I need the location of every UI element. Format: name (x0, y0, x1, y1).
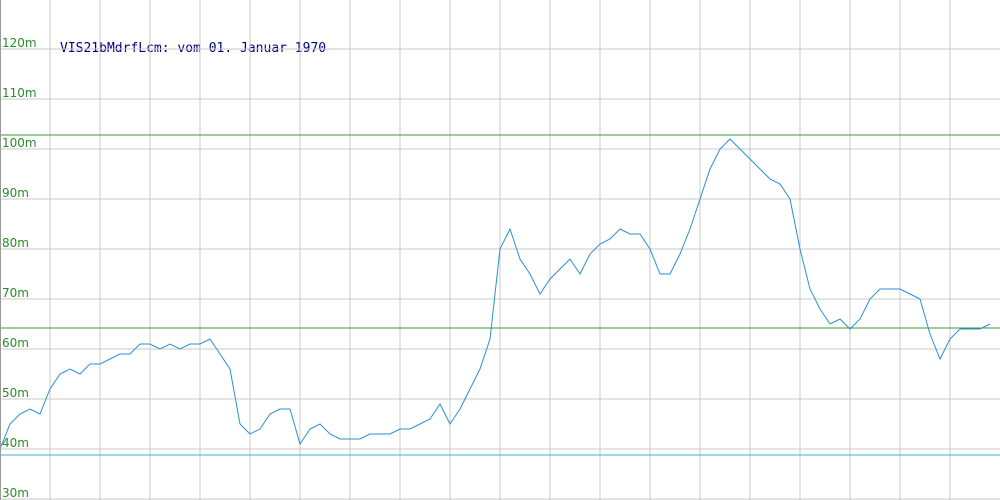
y-tick-label: 50m (2, 386, 29, 400)
y-tick-label: 70m (2, 286, 29, 300)
y-tick-label: 100m (2, 136, 37, 150)
y-tick-label: 90m (2, 186, 29, 200)
y-tick-label: 110m (2, 86, 37, 100)
y-tick-label: 30m (2, 486, 29, 500)
y-tick-label: 120m (2, 36, 37, 50)
y-tick-label: 40m (2, 436, 29, 450)
y-tick-label: 80m (2, 236, 29, 250)
data-line (0, 138, 991, 450)
y-tick-label: 60m (2, 336, 29, 350)
